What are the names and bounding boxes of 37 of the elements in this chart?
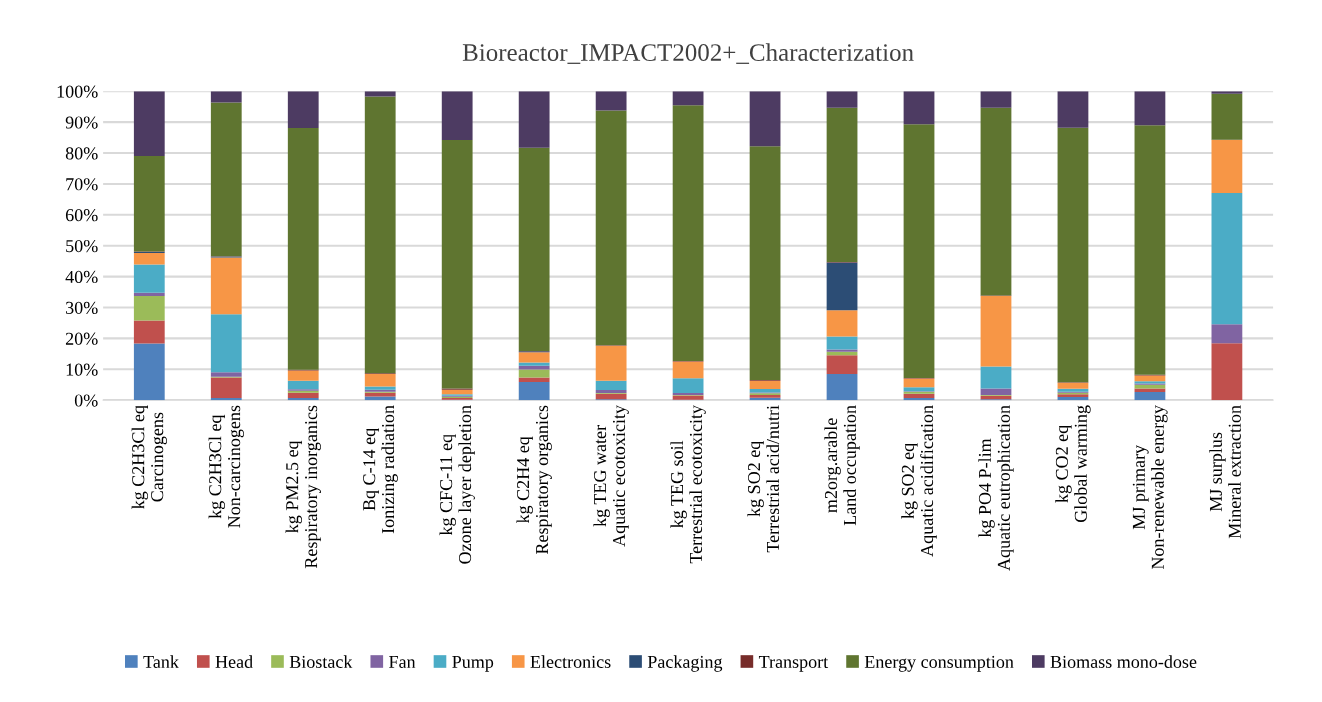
x-tick-label: kg CFC-11 eq Ozone layer depletion: [439, 405, 475, 564]
y-tick-label: 100%: [57, 85, 98, 98]
x-tick-label: MJ surplus Mineral extraction: [1209, 405, 1241, 539]
x-tick-label: kg CO2 eq Global warming: [1055, 405, 1091, 523]
x-tick-label: MJ primary Non-renewable energy: [1132, 405, 1168, 570]
legend-label: Tank: [143, 655, 179, 668]
x-tick-label: kg SO2 eq Aquatic acidification: [901, 405, 937, 557]
y-tick-label: 0%: [74, 394, 98, 407]
y-tick-label: 50%: [66, 239, 98, 253]
y-tick-label: 20%: [65, 332, 98, 345]
legend-label: Energy consumption: [864, 655, 1014, 672]
x-tick-label: Bq C-14 eq Ionizing radiation: [363, 405, 398, 534]
legend-label: Pump: [452, 655, 494, 672]
y-tick-label: 40%: [65, 270, 98, 284]
chart-title: Bioreactor_IMPACT2002+_Characterization: [462, 43, 914, 64]
y-tick-label: 10%: [66, 363, 98, 376]
x-tick-label: kg C2H3Cl eq Carcinogens: [131, 405, 167, 509]
x-tick-label: kg TEG soil Terrestrial ecotoxicity: [670, 405, 706, 564]
y-tick-label: 60%: [65, 209, 98, 222]
x-tick-label: kg C2H3Cl eq Non-carcinogens: [208, 405, 244, 528]
x-tick-label: kg PM2.5 eq Respiratory inorganics: [285, 405, 321, 569]
y-tick-label: 30%: [66, 301, 98, 314]
x-tick-label: kg PO4 P-lim Aquatic eutrophication: [978, 405, 1014, 571]
legend-label: Head: [215, 655, 253, 668]
x-tick-label: kg TEG water Aquatic ecotoxicity: [593, 405, 629, 547]
legend-label: Electronics: [530, 655, 611, 668]
legend-label: Fan: [389, 655, 416, 668]
legend-label: Biostack: [289, 655, 353, 668]
legend-label: Transport: [758, 655, 829, 672]
legend-label: Biomass mono-dose: [1050, 655, 1197, 668]
x-tick-label: kg SO2 eq Terrestrial acid/nutri: [747, 405, 780, 553]
legend-label: Packaging: [647, 655, 723, 672]
y-tick-label: 90%: [65, 116, 98, 129]
x-tick-label: m2org.arable Land occupation: [824, 405, 860, 526]
x-tick-label: kg C2H4 eq Respiratory organics: [516, 405, 552, 555]
y-tick-label: 80%: [65, 147, 98, 160]
y-tick-label: 70%: [66, 178, 98, 191]
